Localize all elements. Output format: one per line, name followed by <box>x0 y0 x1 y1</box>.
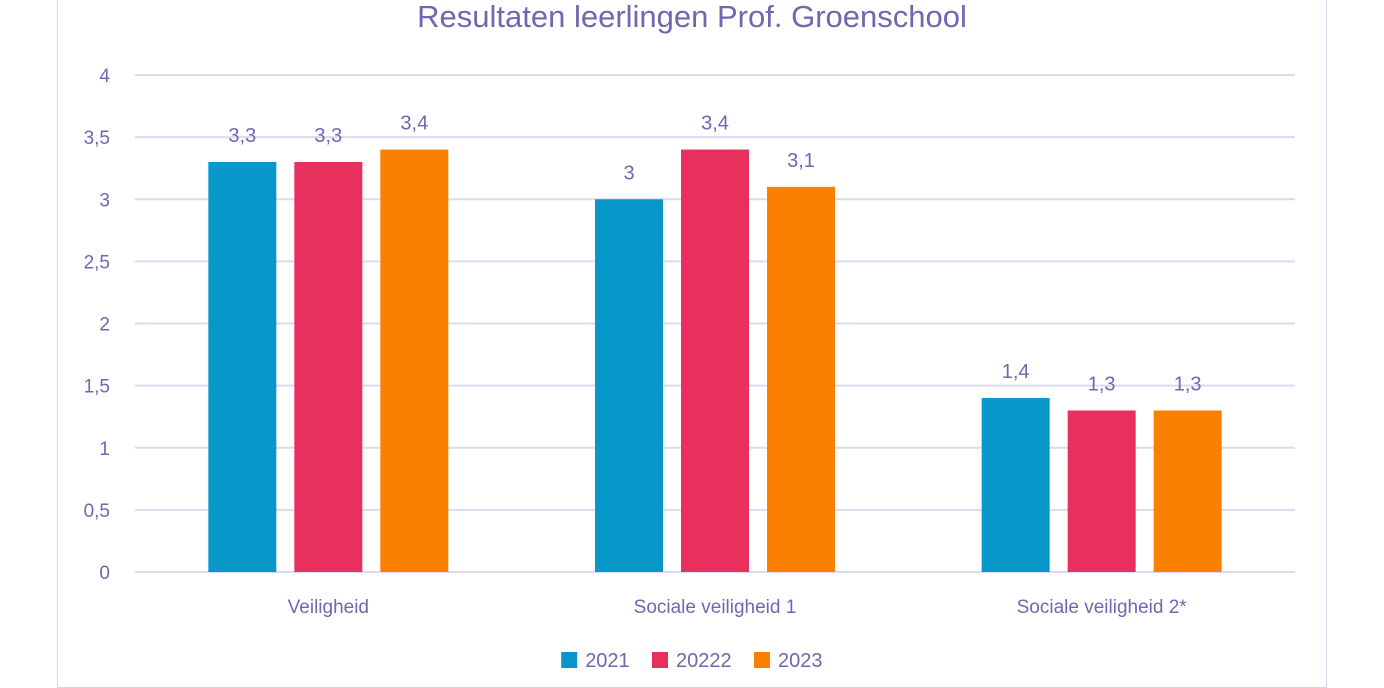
data-label: 1,3 <box>1088 373 1116 395</box>
y-axis-ticks: 0 0,5 1 1,5 2 2,5 3 3,5 4 <box>84 66 111 584</box>
x-category-label: Veiligheid <box>288 597 369 618</box>
bar <box>1067 410 1136 572</box>
x-category-label: Sociale veiligheid 1 <box>634 597 797 618</box>
bar <box>208 161 277 572</box>
data-label: 1,3 <box>1174 373 1202 395</box>
data-labels: 3,3 3,3 3,4 3 3,4 3,1 1,4 1,3 1,3 <box>228 113 1201 396</box>
y-tick-label: 0,5 <box>84 501 110 522</box>
bar <box>1153 410 1222 572</box>
y-tick-label: 1,5 <box>84 377 110 398</box>
legend-label: 2023 <box>778 650 823 672</box>
y-tick-label: 4 <box>99 66 110 87</box>
x-category-label: Sociale veiligheid 2* <box>1017 597 1188 618</box>
data-label: 1,4 <box>1002 361 1030 383</box>
legend-swatch <box>652 652 668 668</box>
bar <box>294 161 363 572</box>
y-tick-label: 2,5 <box>84 252 110 273</box>
x-axis-categories: Veiligheid Sociale veiligheid 1 Sociale ve… <box>288 597 1188 618</box>
y-tick-label: 1 <box>99 439 110 460</box>
legend: 2021 20222 2023 <box>561 650 823 672</box>
legend-label: 2021 <box>585 650 630 672</box>
data-label: 3,3 <box>314 125 342 147</box>
legend-label: 20222 <box>676 650 732 672</box>
bars <box>208 149 1222 573</box>
legend-swatch <box>561 652 578 668</box>
y-tick-label: 3,5 <box>84 128 110 149</box>
legend-swatch <box>754 652 770 668</box>
bar <box>981 398 1050 572</box>
bar <box>595 199 663 572</box>
bar <box>681 149 749 573</box>
y-tick-label: 0 <box>99 563 110 584</box>
chart-title: Resultaten leerlingen Prof. Groenschool <box>417 0 967 34</box>
bar <box>767 186 835 572</box>
data-label: 3,3 <box>228 125 256 147</box>
data-label: 3 <box>623 162 634 184</box>
data-label: 3,1 <box>787 150 815 172</box>
y-tick-label: 3 <box>99 190 110 211</box>
data-label: 3,4 <box>701 113 729 135</box>
y-tick-label: 2 <box>99 315 110 336</box>
data-label: 3,4 <box>400 113 428 135</box>
bar <box>380 149 449 573</box>
